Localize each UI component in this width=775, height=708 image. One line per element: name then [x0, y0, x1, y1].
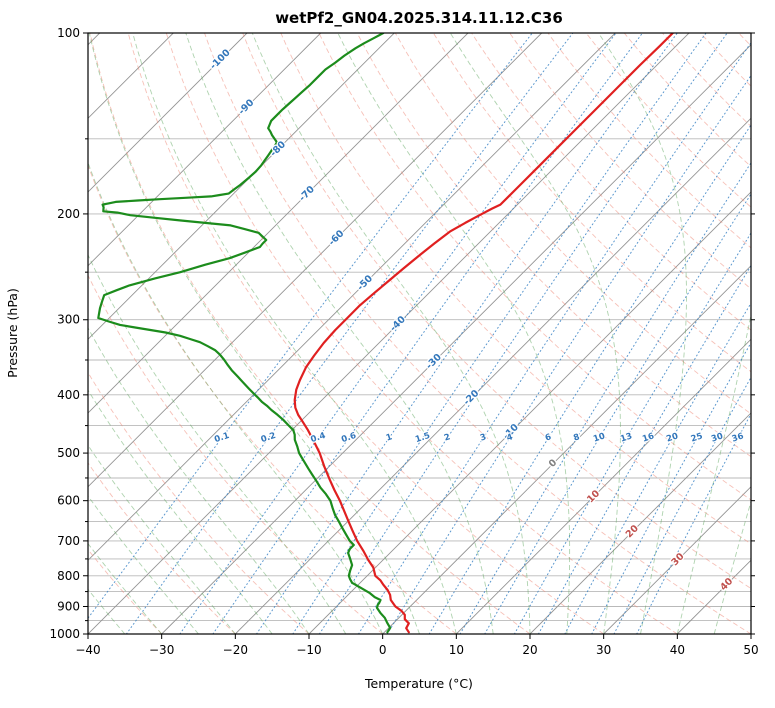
dewpoint-line: [97, 33, 392, 634]
x-tick-label: 40: [670, 643, 685, 657]
y-tick-label: 500: [57, 446, 80, 460]
x-tick-label: 30: [596, 643, 611, 657]
y-tick-label: 700: [57, 534, 80, 548]
isotherm-lines: [88, 33, 751, 634]
axis-ticks: [83, 32, 755, 639]
y-tick-label: 600: [57, 494, 80, 508]
mixing-ratio-label: 1: [385, 432, 394, 443]
mixing-ratio-label: 13: [619, 431, 633, 444]
y-tick-label: 400: [57, 388, 80, 402]
y-tick-label: 800: [57, 569, 80, 583]
y-tick-label: 200: [57, 207, 80, 221]
dry-adiabat-lines: [88, 33, 751, 634]
x-tick-label: 20: [522, 643, 537, 657]
x-tick-label: −30: [149, 643, 174, 657]
y-axis-label: Pressure (hPa): [5, 288, 20, 378]
mixing-ratio-label: 20: [665, 431, 679, 444]
x-tick-label: −40: [75, 643, 100, 657]
plot-render-root: -100-90-80-70-60-50-40-30-20-10010203040…: [49, 26, 758, 657]
chart-title: wetPf2_GN04.2025.314.11.12.C36: [275, 9, 563, 27]
y-tick-label: 1000: [49, 627, 80, 641]
mixing-ratio-label: 8: [572, 432, 581, 443]
mixing-ratio-label: 25: [690, 431, 704, 444]
x-tick-label: 10: [449, 643, 464, 657]
temperature-line: [293, 33, 674, 634]
mixing-ratio-label: 10: [592, 431, 606, 444]
mixing-ratio-label: 16: [641, 431, 655, 444]
mixing-ratio-label: 36: [731, 431, 745, 444]
mixing-ratio-label: 4: [505, 432, 514, 443]
mixing-ratio-label: 6: [544, 432, 553, 443]
mixing-ratio-label: 3: [479, 432, 488, 443]
x-tick-label: 50: [743, 643, 758, 657]
pressure-gridlines: [88, 33, 751, 634]
y-tick-label: 300: [57, 313, 80, 327]
mixing-ratio-lines: [88, 33, 751, 634]
mixing-ratio-label: 0.6: [340, 431, 357, 445]
mixing-ratio-label: 1.5: [414, 431, 431, 445]
y-tick-label: 900: [57, 599, 80, 613]
x-tick-label: 0: [379, 643, 387, 657]
x-tick-label: −20: [223, 643, 248, 657]
x-axis-label: Temperature (°C): [364, 676, 473, 691]
y-tick-label: 100: [57, 26, 80, 40]
mixing-ratio-label: 0.2: [260, 431, 277, 445]
x-tick-label: −10: [296, 643, 321, 657]
mixing-ratio-label: 30: [710, 431, 724, 444]
mixing-ratio-label: 0.4: [309, 431, 326, 445]
mixing-ratio-label: 2: [443, 432, 452, 443]
moist-adiabat-lines: [88, 33, 751, 634]
plot-frame: [87, 32, 752, 635]
profile-lines: [97, 33, 674, 634]
